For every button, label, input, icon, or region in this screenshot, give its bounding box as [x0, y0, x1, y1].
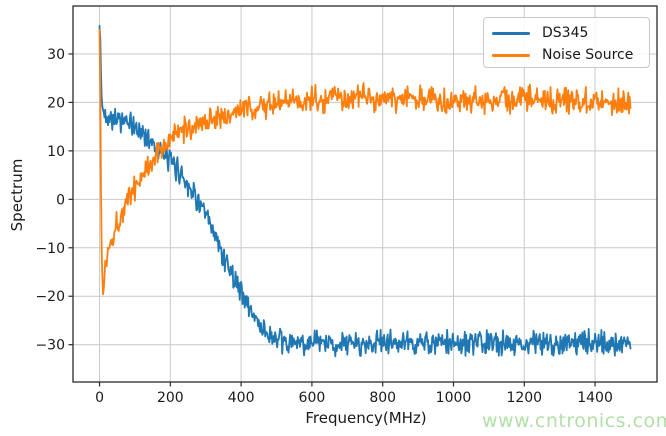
x-tick-label: 1400 — [577, 390, 613, 406]
y-tick-label: −10 — [35, 241, 65, 257]
x-tick-label: 400 — [228, 390, 255, 406]
ds345-line-swatch — [492, 31, 530, 35]
y-tick-label: 30 — [47, 47, 65, 63]
noise-source-line-swatch — [492, 53, 530, 57]
legend: DS345 Noise Source — [483, 17, 650, 68]
ds345-line — [98, 25, 632, 358]
y-axis-label: Spectrum — [8, 158, 26, 232]
legend-label-ds345: DS345 — [542, 25, 589, 41]
y-tick-label: 20 — [47, 95, 65, 111]
noise-source-line — [98, 28, 632, 296]
y-tick-label: −30 — [35, 338, 65, 354]
legend-label-noise-source: Noise Source — [542, 47, 634, 63]
y-tick-label: −20 — [35, 289, 65, 305]
x-tick-label: 0 — [95, 390, 104, 406]
legend-item-noise-source: Noise Source — [492, 44, 649, 66]
x-tick-label: 1200 — [506, 390, 542, 406]
y-tick-label: 0 — [56, 192, 65, 208]
x-tick-label: 600 — [299, 390, 326, 406]
x-tick-label: 200 — [157, 390, 184, 406]
y-tick-label: 10 — [47, 144, 65, 160]
x-axis-label: Frequency(MHz) — [305, 409, 427, 427]
x-tick-label: 800 — [369, 390, 396, 406]
legend-item-ds345: DS345 — [492, 22, 649, 44]
plot-border — [72, 5, 658, 383]
watermark: www.cntronics.com — [482, 410, 666, 432]
x-tick-label: 1000 — [436, 390, 472, 406]
